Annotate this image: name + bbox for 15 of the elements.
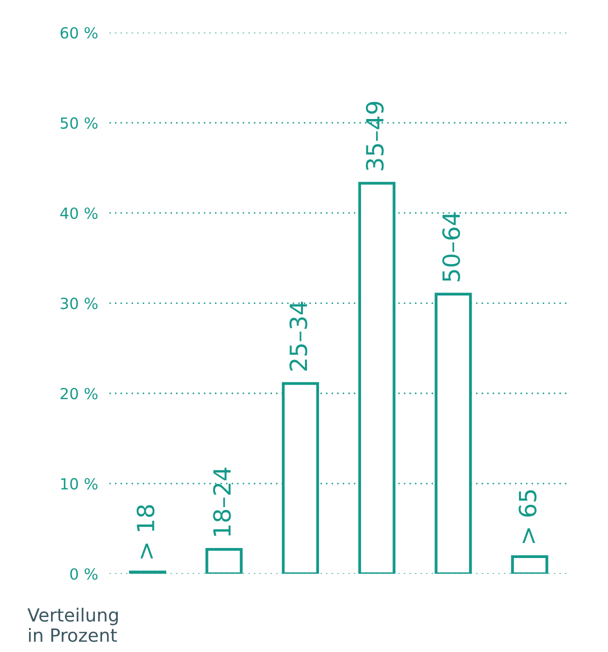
y-tick-label: 30 % — [60, 298, 98, 310]
y-tick-label: 50 % — [60, 117, 98, 129]
x-tick-label: 18–24 — [213, 468, 231, 536]
y-tick-label: 20 % — [60, 388, 98, 400]
y-tick-label: 10 % — [61, 478, 98, 490]
x-tick-label: > 65 — [518, 490, 537, 544]
y-tick-label: 40 % — [60, 207, 98, 220]
x-tick-label: > 18 — [136, 505, 154, 558]
text: Verteilung in Prozent — [28, 608, 118, 642]
bar — [358, 182, 396, 574]
x-tick-label: 25–34 — [289, 302, 308, 371]
y-tick-label: 0 % — [70, 568, 98, 580]
y-tick-label: 60 % — [60, 27, 98, 39]
x-tick-label: 50–64 — [442, 212, 460, 282]
x-tick-label: 35–49 — [366, 102, 384, 170]
